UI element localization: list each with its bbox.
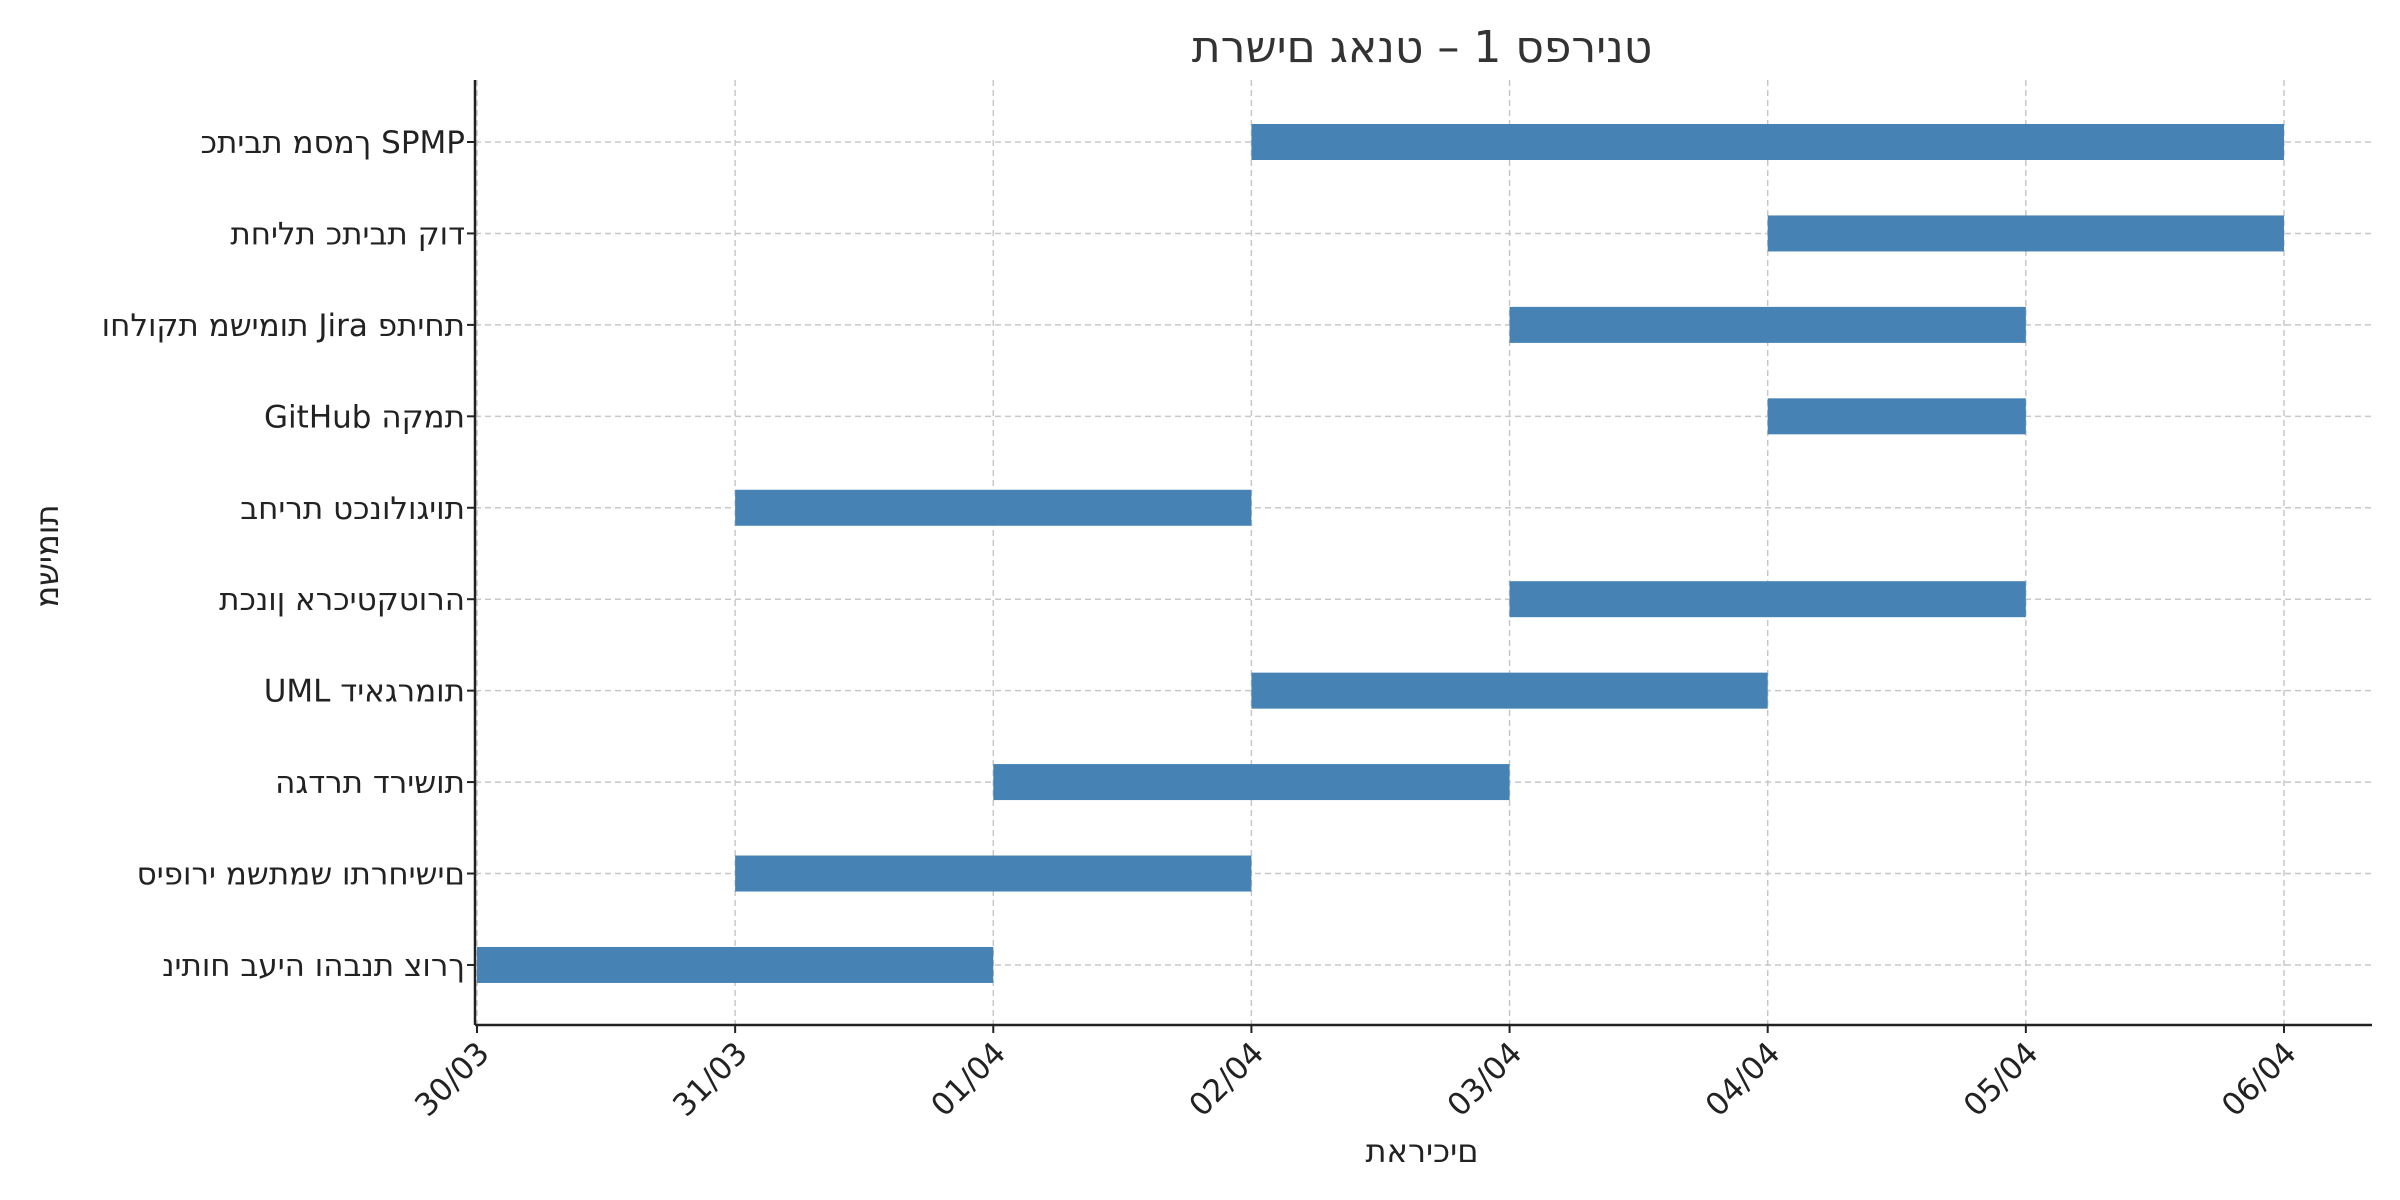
chart-title: טנירפס 1 – טנאג םישרת <box>1192 22 1652 73</box>
task-label: ךמסמ תביתכ SPMP <box>201 125 465 161</box>
x-tick-label: 04/04 <box>1699 1035 1788 1124</box>
task-label: UML תומרגאיד <box>264 674 465 710</box>
task-label: תויגולונכט תריחב <box>240 491 465 527</box>
x-tick-label: 30/03 <box>408 1035 497 1124</box>
x-ticks: 30/03 31/03 01/04 02/04 03/04 04/04 05/04 06/04 <box>408 1025 2304 1124</box>
gantt-bar <box>1251 124 2284 160</box>
gantt-bars <box>477 124 2284 983</box>
task-label: תושירד תרדגה <box>275 765 465 801</box>
x-tick-label: 05/04 <box>1957 1035 2046 1124</box>
gantt-bar <box>1509 306 2026 343</box>
gantt-bar <box>735 855 1252 892</box>
x-tick-label: 06/04 <box>2215 1035 2304 1124</box>
x-tick-label: 02/04 <box>1182 1035 1271 1124</box>
gantt-bar <box>993 764 1510 801</box>
task-label: םישיחרתו שמתשמ ירופיס <box>137 857 465 893</box>
x-tick-label: 01/04 <box>924 1035 1013 1124</box>
x-tick-label: 03/04 <box>1441 1035 1530 1124</box>
task-label: הרוטקטיכרא ןונכת <box>219 582 465 618</box>
x-tick-label: 31/03 <box>666 1035 755 1124</box>
task-label: תומישמ תקולחו Jira תחיתפ <box>102 308 465 344</box>
task-label: ךרוצ תנבהו היעב חותינ <box>162 948 465 984</box>
task-label: GitHub תמקה <box>264 399 465 435</box>
task-label: דוק תביתכ תליחת <box>230 216 465 252</box>
x-axis-label: םיכיראת <box>1366 1132 1479 1170</box>
gantt-bar <box>1251 672 1768 709</box>
gantt-bar <box>1767 215 2284 252</box>
y-ticks: ךמסמ תביתכ SPMP דוק תביתכ תליחת תומישמ תקו… <box>102 125 475 984</box>
gantt-bar <box>1509 581 2026 618</box>
gantt-bar <box>1767 398 2026 435</box>
axes <box>473 80 2372 1027</box>
y-axis-label: תומישמ <box>28 504 66 607</box>
gantt-bar <box>477 946 994 983</box>
gantt-bar <box>735 489 1252 526</box>
